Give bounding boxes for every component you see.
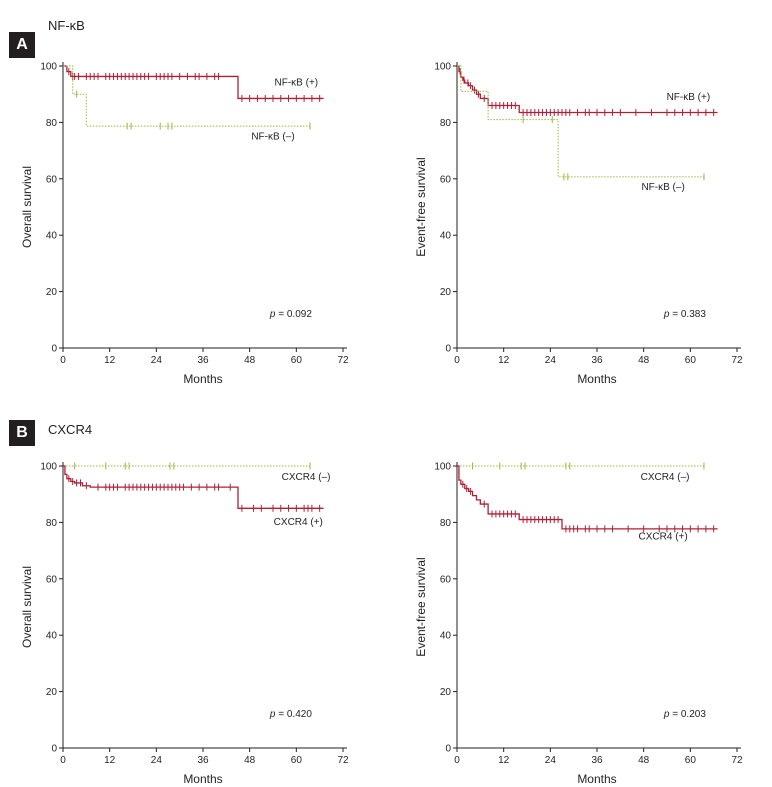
y-axis-title: Event-free survival — [414, 557, 428, 656]
x-tick-label: 36 — [591, 755, 603, 766]
y-tick-label: 20 — [440, 287, 452, 298]
y-tick-label: 0 — [51, 344, 57, 355]
x-tick-label: 12 — [498, 755, 510, 766]
x-tick-label: 0 — [454, 755, 460, 766]
y-tick-label: 0 — [51, 744, 57, 755]
y-tick-label: 80 — [440, 518, 452, 529]
x-tick-label: 72 — [731, 355, 743, 366]
x-tick-label: 0 — [454, 355, 460, 366]
x-tick-label: 36 — [197, 355, 209, 366]
y-tick-label: 0 — [445, 344, 451, 355]
series-label: CXCR4 (–) — [282, 472, 331, 483]
series-label: NF-κB (–) — [641, 182, 684, 193]
y-tick-label: 60 — [440, 574, 452, 585]
y-tick-label: 80 — [46, 118, 58, 129]
y-tick-label: 40 — [46, 231, 58, 242]
y-tick-label: 0 — [445, 744, 451, 755]
y-tick-label: 100 — [434, 62, 451, 73]
x-tick-label: 48 — [244, 355, 256, 366]
x-tick-label: 24 — [151, 755, 163, 766]
survival-curve-nf-b — [63, 65, 312, 127]
series-label: CXCR4 (+) — [274, 517, 323, 528]
x-tick-label: 0 — [60, 355, 66, 366]
y-tick-label: 40 — [46, 631, 58, 642]
series-label: NF-κB (–) — [251, 131, 294, 142]
series-label: NF-κB (+) — [275, 78, 319, 89]
y-tick-label: 80 — [46, 518, 58, 529]
x-tick-label: 60 — [685, 355, 697, 366]
y-tick-label: 60 — [440, 174, 452, 185]
series-label: NF-κB (+) — [667, 92, 711, 103]
survival-curve-cxcr4 — [457, 465, 718, 530]
x-tick-label: 60 — [685, 755, 697, 766]
x-tick-label: 12 — [498, 355, 510, 366]
y-tick-label: 100 — [40, 462, 57, 473]
p-value: p = 0.420 — [269, 709, 312, 720]
y-tick-label: 60 — [46, 574, 58, 585]
x-tick-label: 72 — [731, 755, 743, 766]
x-tick-label: 12 — [104, 355, 116, 366]
y-axis-title: Event-free survival — [414, 157, 428, 256]
y-tick-label: 20 — [440, 687, 452, 698]
x-axis-title: Months — [577, 772, 616, 786]
x-tick-label: 60 — [291, 755, 303, 766]
x-tick-label: 48 — [638, 755, 650, 766]
panel-title-a: NF-κB — [48, 18, 85, 33]
y-tick-label: 60 — [46, 174, 58, 185]
x-tick-label: 24 — [545, 755, 557, 766]
p-value: p = 0.092 — [269, 309, 312, 320]
panel-letter-a: A — [9, 32, 35, 58]
survival-curve-nf-b — [63, 65, 324, 100]
y-axis-title: Overall survival — [20, 166, 34, 248]
y-tick-label: 100 — [40, 62, 57, 73]
p-value: p = 0.203 — [663, 709, 706, 720]
y-axis-title: Overall survival — [20, 566, 34, 648]
series-label: CXCR4 (+) — [639, 531, 688, 542]
y-tick-label: 80 — [440, 118, 452, 129]
x-tick-label: 72 — [337, 755, 349, 766]
y-tick-label: 20 — [46, 687, 58, 698]
x-axis-title: Months — [183, 772, 222, 786]
panel-letter-b: B — [9, 420, 35, 446]
series-label: CXCR4 (–) — [641, 472, 690, 483]
y-tick-label: 20 — [46, 287, 58, 298]
x-tick-label: 24 — [151, 355, 163, 366]
x-axis-title: Months — [577, 372, 616, 386]
p-value: p = 0.383 — [663, 309, 706, 320]
x-tick-label: 36 — [197, 755, 209, 766]
x-tick-label: 12 — [104, 755, 116, 766]
y-tick-label: 40 — [440, 231, 452, 242]
x-tick-label: 48 — [638, 355, 650, 366]
survival-curve-nf-b — [457, 65, 706, 178]
x-tick-label: 24 — [545, 355, 557, 366]
y-tick-label: 100 — [434, 462, 451, 473]
x-tick-label: 72 — [337, 355, 349, 366]
x-axis-title: Months — [183, 372, 222, 386]
x-tick-label: 60 — [291, 355, 303, 366]
x-tick-label: 0 — [60, 755, 66, 766]
panel-title-b: CXCR4 — [48, 422, 93, 437]
x-tick-label: 36 — [591, 355, 603, 366]
x-tick-label: 48 — [244, 755, 256, 766]
y-tick-label: 40 — [440, 631, 452, 642]
